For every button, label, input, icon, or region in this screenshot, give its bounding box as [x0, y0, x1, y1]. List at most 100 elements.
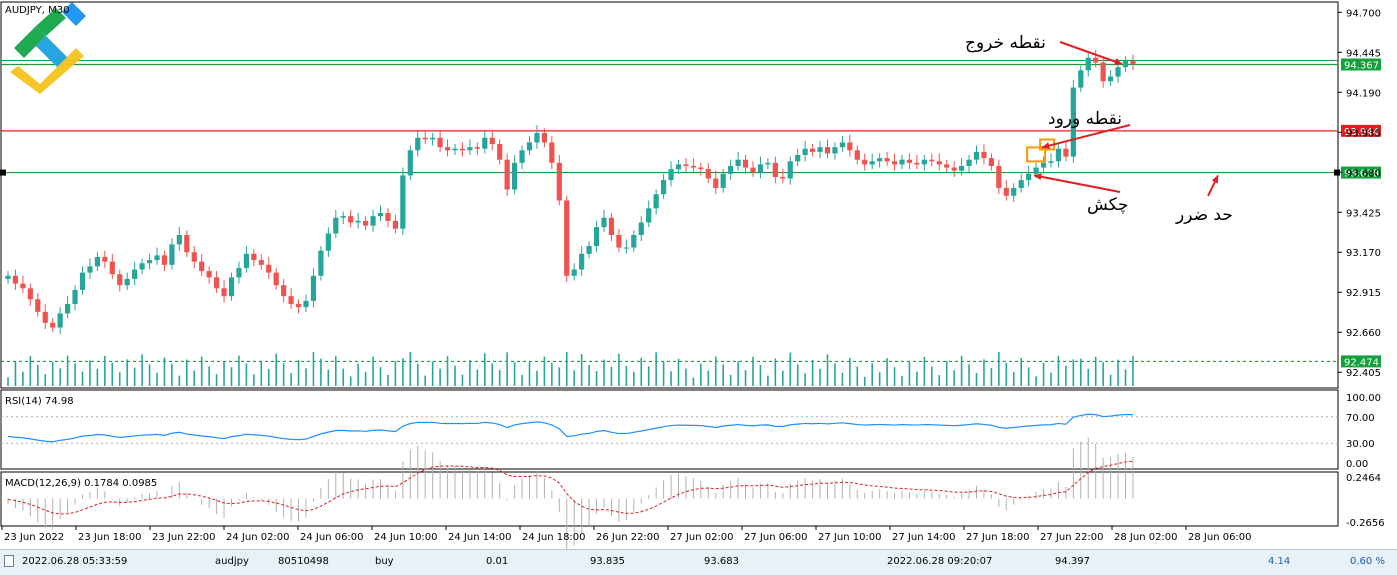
candle-body: [877, 158, 883, 162]
candle-body: [176, 234, 182, 245]
candle-body: [608, 217, 615, 235]
time-axis-label: 27 Jun 06:00: [744, 532, 808, 543]
price-axis-label: 92.660: [1346, 328, 1381, 339]
candle-body: [996, 165, 1002, 188]
candle-body: [944, 164, 950, 168]
candle-body: [251, 253, 257, 261]
trade-type: buy: [375, 556, 394, 567]
candle-body: [258, 260, 264, 265]
candle-body: [810, 148, 816, 152]
hammer-label: چکش: [1087, 195, 1129, 215]
time-axis-label: 24 Jun 10:00: [374, 532, 438, 543]
candle-body: [57, 313, 63, 328]
candle-body: [593, 227, 600, 246]
trade-volume: 0.01: [486, 556, 509, 567]
candle-body: [72, 289, 78, 305]
candle-body: [981, 151, 987, 159]
candle-body: [906, 159, 913, 163]
candle-body: [571, 269, 577, 276]
candle-body: [914, 162, 920, 165]
time-axis-label: 24 Jun 06:00: [300, 532, 364, 543]
rsi-line: [7, 413, 1133, 443]
candle-body: [973, 151, 980, 160]
price-chart[interactable]: 94.367 93.944 93.678 92.474 100.00 70.00 30.0…: [0, 0, 1397, 553]
trade-profit: 4.14: [1268, 556, 1291, 567]
candle-body: [154, 255, 160, 261]
candle-body: [720, 173, 726, 188]
candle-body: [1063, 148, 1069, 157]
price-axis-label: 94.190: [1346, 88, 1381, 99]
candle-body: [474, 147, 480, 149]
time-axis-label: 23 Jun 2022: [4, 532, 64, 543]
candle-body: [1122, 60, 1129, 68]
annotation-arrowhead: [1042, 142, 1050, 150]
candle-body: [430, 137, 436, 140]
trade-row-icon: [4, 555, 14, 567]
candle-body: [132, 269, 138, 279]
price-axis-label: 93.935: [1346, 128, 1381, 139]
candle-body: [236, 267, 242, 278]
price-axis-label: 93.170: [1346, 248, 1381, 259]
candle-body: [668, 169, 674, 181]
macd-axis-label: 0.2464: [1346, 473, 1381, 484]
price-axis-label: 93.425: [1346, 208, 1381, 219]
candle-body: [787, 161, 793, 179]
candle-body: [1093, 57, 1099, 63]
candle-body: [899, 159, 905, 165]
entry-point-label: نقطه ورود: [1048, 109, 1122, 129]
candle-body: [638, 222, 644, 235]
candle-body: [348, 216, 354, 223]
candle-body: [228, 277, 235, 297]
candle-body: [713, 178, 719, 188]
candle-body: [891, 161, 898, 165]
candle-body: [266, 264, 272, 273]
candle-body: [929, 159, 935, 162]
candle-body: [772, 162, 778, 177]
candle-body: [884, 158, 890, 162]
exit-point-label: نقطه خروج: [965, 33, 1046, 53]
candle-body: [295, 304, 302, 308]
candle-body: [169, 244, 175, 265]
level-price-label: 94.367: [1344, 61, 1379, 72]
time-axis-label: 23 Jun 18:00: [78, 532, 142, 543]
candle-body: [742, 159, 749, 168]
time-axis-label: 23 Jun 22:00: [152, 532, 216, 543]
annotation-arrowhead: [1211, 175, 1218, 184]
candle-body: [862, 159, 868, 165]
candle-body: [392, 220, 398, 229]
candle-body: [601, 217, 607, 228]
candle-body: [795, 155, 801, 162]
level-price-tag: [1341, 124, 1381, 137]
candle-body: [199, 261, 205, 272]
line-handle: [0, 169, 6, 176]
candle-body: [534, 133, 540, 143]
candle-body: [512, 162, 518, 190]
line-handle: [1334, 169, 1340, 176]
trade-close-price: 94.397: [1055, 556, 1090, 567]
candle-body: [184, 234, 190, 253]
candle-body: [1078, 70, 1084, 88]
candle-body: [444, 147, 451, 151]
candle-body: [1085, 57, 1091, 71]
candle-body: [87, 266, 93, 273]
candle-body: [310, 275, 317, 301]
time-axis-label: 27 Jun 02:00: [670, 532, 734, 543]
candle-body: [124, 278, 130, 286]
candle-body: [191, 252, 197, 262]
candle-body: [407, 150, 413, 176]
candle-body: [951, 167, 957, 171]
candle-body: [988, 158, 994, 166]
time-axis-label: 27 Jun 14:00: [892, 532, 956, 543]
candle-body: [579, 253, 585, 270]
candle-body: [273, 272, 279, 286]
candle-body: [735, 159, 741, 166]
candle-body: [683, 164, 689, 166]
time-axis-label: 28 Jun 02:00: [1114, 532, 1178, 543]
time-axis-label: 24 Jun 14:00: [448, 532, 512, 543]
trade-history-row[interactable]: 2022.06.28 05:33:59 audjpy 80510498 buy …: [0, 549, 1397, 575]
candle-body: [802, 148, 808, 156]
candle-body: [27, 288, 33, 300]
rsi-axis-label: 30.00: [1346, 439, 1375, 450]
candle-body: [377, 213, 384, 217]
